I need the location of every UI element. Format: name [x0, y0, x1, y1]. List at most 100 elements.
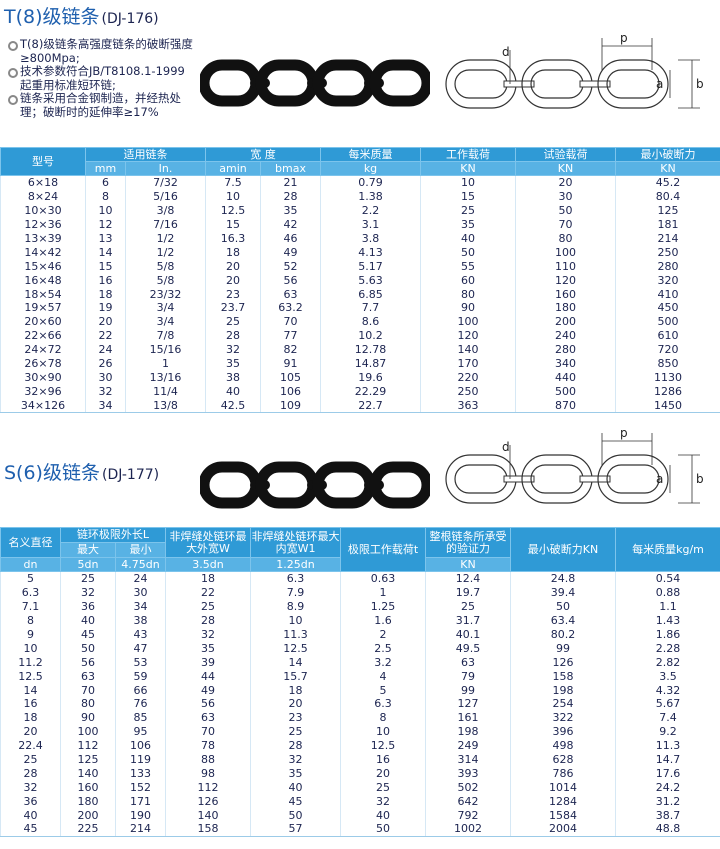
table-cell: 32 — [85, 384, 126, 399]
table-cell: 18 — [205, 245, 261, 260]
table-cell: 22.29 — [320, 384, 421, 399]
chain-link — [579, 80, 611, 88]
header-cell: mm — [85, 161, 126, 176]
table-cell: 20 — [250, 697, 342, 711]
table-cell: 3/4 — [125, 301, 206, 315]
table-cell: 52 — [260, 259, 321, 274]
chain-link — [606, 464, 660, 494]
table-cell: 80 — [515, 231, 616, 246]
table-cell: 100 — [515, 245, 616, 260]
table-cell: 10 — [205, 189, 261, 204]
bullet: 链条采用合金钢制造，并经热处理；破断时的延伸率≥17% — [8, 91, 196, 119]
bullet-text: 技术参数符合JB/T8108.1-1999起重用标准短环链; — [20, 64, 185, 92]
table-cell: 56 — [165, 697, 252, 711]
table-cell: 12.5 — [205, 203, 261, 218]
table-row: 6.3 32 30 22 7.9 1 19.7 39.4 0.88 — [0, 585, 720, 600]
table-cell: 50 — [515, 203, 616, 218]
table-row: 32 160 152 112 40 25 502 1014 24.2 — [0, 780, 720, 795]
table-cell: 120 — [420, 328, 516, 343]
table-cell: 6.85 — [320, 287, 421, 302]
table-cell: 18 — [165, 571, 252, 586]
header-cell: amin — [205, 161, 261, 176]
table-cell: 30 — [85, 370, 126, 385]
table-cell: 99 — [425, 683, 512, 698]
table-cell: 28 — [250, 738, 342, 753]
table-cell: 80.4 — [615, 189, 720, 204]
table-cell: 112 — [165, 780, 252, 795]
bullet: 技术参数符合JB/T8108.1-1999起重用标准短环链; — [8, 64, 196, 92]
bullet-text: 链条采用合金钢制造，并经热处理；破断时的延伸率≥17% — [20, 91, 181, 119]
table-row: 14 70 66 49 18 5 99 198 4.32 — [0, 683, 720, 698]
table-cell: 53 — [114, 655, 167, 670]
table-cell: 1/2 — [125, 245, 206, 260]
table-cell: 14 — [85, 245, 126, 260]
table-cell: 36 — [60, 599, 116, 614]
table-cell: 220 — [420, 370, 516, 385]
dimension-label: a — [656, 472, 663, 486]
table-cell: 240 — [515, 328, 616, 343]
table-row: 40 200 190 140 50 40 792 1584 38.7 — [0, 808, 720, 823]
table-cell: 34 — [85, 398, 126, 414]
table-cell: 25 — [165, 599, 252, 614]
header-cell: 最小破断力 — [615, 147, 720, 162]
chain-photo — [200, 59, 430, 107]
table-cell: 181 — [615, 217, 720, 232]
table-cell: 120 — [515, 273, 616, 288]
table-cell: 1 — [340, 585, 427, 600]
table-cell: 8.6 — [320, 314, 421, 329]
header-cell: bmax — [260, 161, 321, 176]
table-cell: 15 — [205, 217, 261, 232]
table-cell: 250 — [615, 245, 720, 260]
chain-link — [200, 461, 262, 509]
table-cell: 13×39 — [0, 231, 86, 246]
table-cell: 24.8 — [510, 571, 617, 586]
table-row: 18×54 18 23/32 23 63 6.85 80 160 410 — [0, 287, 720, 302]
table-cell: 440 — [515, 370, 616, 385]
table-cell: 35 — [260, 203, 321, 218]
table-cell: 18 — [85, 287, 126, 302]
table-cell: 40.1 — [425, 627, 512, 642]
table-cell: 160 — [515, 287, 616, 302]
header-cell: 每米质量 — [320, 147, 421, 162]
table-cell: 80.2 — [510, 627, 617, 642]
table-cell: 158 — [165, 822, 252, 837]
table-cell: 21 — [260, 175, 321, 190]
table-row: 6×18 6 7/32 7.5 21 0.79 10 20 45.2 — [0, 175, 720, 190]
table-cell: 1284 — [510, 794, 617, 809]
table-cell: 2.28 — [615, 641, 720, 656]
table-cell: 18 — [250, 683, 342, 698]
table-cell: 10 — [420, 175, 516, 190]
bullet-text: T(8)级链条高强度链条的破断强度≥800Mpa; — [20, 37, 193, 65]
table-cell: 125 — [615, 203, 720, 218]
table-cell: 502 — [425, 780, 512, 795]
table-cell: 214 — [615, 231, 720, 246]
table-cell: 5/16 — [125, 189, 206, 204]
chain-link — [597, 454, 669, 504]
table-cell: 140 — [60, 766, 116, 781]
table-cell: 49.5 — [425, 641, 512, 656]
table-cell: 49 — [165, 683, 252, 698]
header-cell: 5dn — [60, 557, 116, 572]
table-cell: 10 — [340, 724, 427, 739]
table-cell: 31.2 — [615, 794, 720, 809]
table-cell: 396 — [510, 724, 617, 739]
title-text: T(8)级链条 — [4, 6, 100, 28]
table-cell: 100 — [420, 314, 516, 329]
table-cell: 7.7 — [320, 301, 421, 315]
table-cell: 23.7 — [205, 301, 261, 315]
table-cell: 36 — [0, 794, 61, 809]
table-cell: 16×48 — [0, 273, 86, 288]
table-cell: 110 — [515, 259, 616, 274]
table-cell: 43 — [114, 627, 167, 642]
table-cell: 7.1 — [0, 599, 61, 614]
table-cell: 628 — [510, 752, 617, 767]
chain-diagram: d p a b — [445, 31, 704, 109]
chain-link — [454, 69, 508, 99]
table-cell: 4.13 — [320, 245, 421, 260]
table-row: 10 50 47 35 12.5 2.5 49.5 99 2.28 — [0, 641, 720, 656]
table-cell: 1.38 — [320, 189, 421, 204]
table-cell: 9.2 — [615, 724, 720, 739]
table-cell: 498 — [510, 738, 617, 753]
table-cell: 22.7 — [320, 398, 421, 414]
table-cell: 322 — [510, 710, 617, 725]
